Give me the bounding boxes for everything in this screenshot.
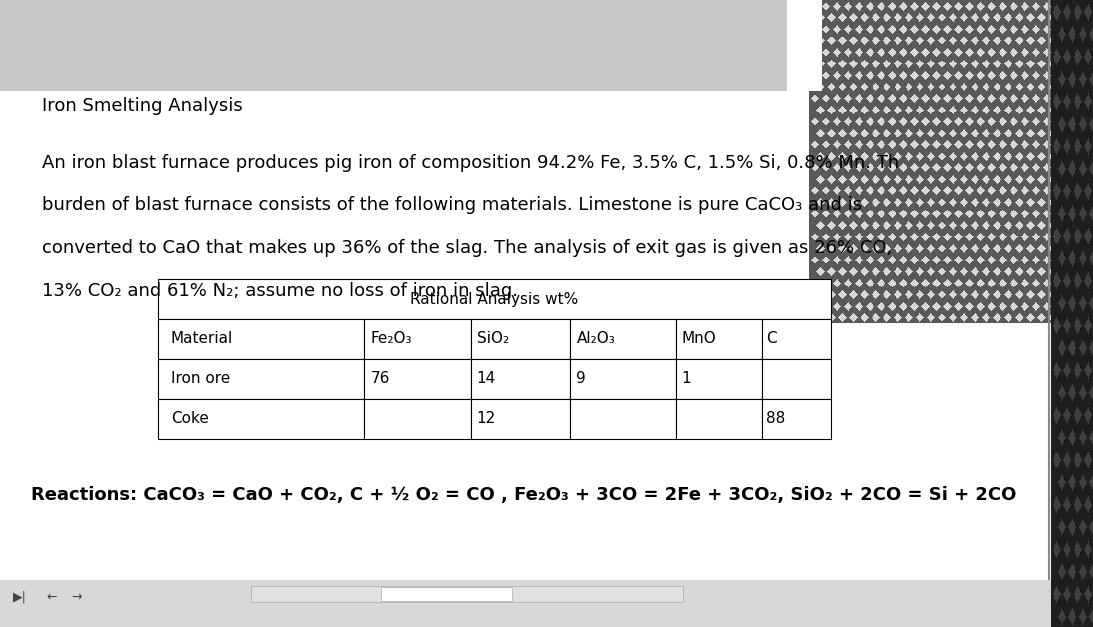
Text: Coke: Coke	[171, 411, 209, 426]
Bar	[677, 399, 762, 439]
Text: 12: 12	[477, 411, 496, 426]
Text: 1: 1	[682, 371, 691, 386]
Text: Iron ore: Iron ore	[171, 371, 231, 386]
Text: 88: 88	[766, 411, 786, 426]
Text: Reactions: CaCO₃ = CaO + CO₂, C + ½ O₂ = CO , Fe₂O₃ + 3CO = 2Fe + 3CO₂, SiO₂ + 2: Reactions: CaCO₃ = CaO + CO₂, C + ½ O₂ =…	[31, 486, 1016, 504]
Text: burden of blast furnace consists of the following materials. Limestone is pure C: burden of blast furnace consists of the …	[42, 196, 861, 214]
Bar	[571, 359, 677, 399]
Text: 14: 14	[477, 371, 496, 386]
Bar	[0, 0, 1093, 91]
Text: An iron blast furnace produces pig iron of composition 94.2% Fe, 3.5% C, 1.5% Si: An iron blast furnace produces pig iron …	[42, 154, 898, 172]
Text: 13% CO₂ and 61% N₂; assume no loss of iron in slag.: 13% CO₂ and 61% N₂; assume no loss of ir…	[42, 282, 517, 300]
Text: MnO: MnO	[682, 332, 716, 347]
Bar	[364, 319, 471, 359]
Bar	[0, 580, 1051, 627]
Bar	[571, 399, 677, 439]
Text: 76: 76	[371, 371, 390, 386]
Text: 9: 9	[576, 371, 586, 386]
Text: →: →	[71, 591, 82, 603]
Text: SiO₂: SiO₂	[477, 332, 508, 347]
Bar	[762, 399, 831, 439]
Bar	[471, 319, 571, 359]
Bar	[251, 586, 683, 602]
Bar	[787, 0, 822, 91]
Bar	[762, 319, 831, 359]
Text: ▶|: ▶|	[13, 591, 27, 603]
Bar	[471, 359, 571, 399]
Bar	[471, 399, 571, 439]
Bar	[677, 359, 762, 399]
Bar	[158, 359, 364, 399]
Bar	[0, 91, 809, 627]
Bar	[364, 399, 471, 439]
Text: Iron Smelting Analysis: Iron Smelting Analysis	[42, 97, 243, 115]
Bar	[364, 359, 471, 399]
Text: Fe₂O₃: Fe₂O₃	[371, 332, 412, 347]
Text: Al₂O₃: Al₂O₃	[576, 332, 615, 347]
Bar	[1051, 0, 1093, 627]
Text: Rational Analysis wt%: Rational Analysis wt%	[411, 292, 578, 307]
Text: C: C	[766, 332, 777, 347]
Bar	[158, 319, 364, 359]
Bar	[158, 279, 831, 319]
Text: converted to CaO that makes up 36% of the slag. The analysis of exit gas is give: converted to CaO that makes up 36% of th…	[42, 239, 892, 257]
Text: Material: Material	[171, 332, 233, 347]
Bar	[571, 319, 677, 359]
Bar	[381, 587, 513, 601]
Text: ←: ←	[46, 591, 57, 603]
Bar	[762, 359, 831, 399]
Bar	[158, 399, 364, 439]
Bar	[677, 319, 762, 359]
